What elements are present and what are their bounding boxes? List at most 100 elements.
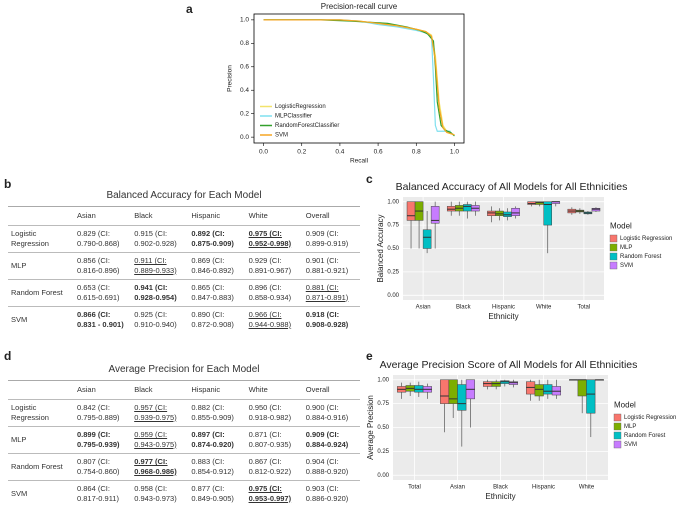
table-cell: 0.911 (CI: 0.889-0.933) — [134, 256, 177, 275]
table-cell: 0.966 (CI: 0.944-0.988) — [248, 310, 292, 329]
table-row: Random Forest 0.807 (CI: 0.754-0.860) 0.97… — [8, 453, 360, 480]
x-tick-label: 0.0 — [259, 149, 268, 156]
row-header: MLP — [11, 434, 27, 444]
legend-label: RandomForestClassifier — [275, 123, 339, 129]
x-tick-label: 0.2 — [297, 149, 306, 156]
table-cell: 0.842 (CI: 0.795-0.889) — [77, 403, 120, 422]
column-header: Asian — [77, 385, 96, 395]
table-row: MLP 0.856 (CI: 0.816-0.896) 0.911 (CI: 0.8… — [8, 252, 360, 279]
y-axis-label: Precision — [227, 65, 234, 92]
box — [457, 384, 467, 411]
table-cell: 0.829 (CI: 0.790-0.868) — [77, 229, 120, 248]
panel-label: e — [366, 349, 373, 363]
y-tick-label: 0.00 — [387, 293, 399, 299]
legend-swatch — [613, 413, 622, 422]
x-axis-label: Ethnicity — [488, 312, 518, 321]
table-title: Balanced Accuracy for Each Model — [8, 186, 360, 207]
table-cell: 0.865 (CI: 0.847-0.883) — [191, 283, 234, 302]
row-header: SVM — [11, 489, 28, 499]
row-header: Random Forest — [11, 287, 63, 297]
table-cell: 0.957 (CI: 0.939-0.975) — [134, 403, 177, 422]
x-tick-label: White — [579, 485, 595, 491]
x-tick-label: White — [536, 305, 552, 311]
y-tick-label: 1.00 — [387, 199, 399, 205]
y-tick-label: 0.25 — [387, 269, 399, 275]
table-body: Logistic Regression 0.829 (CI: 0.790-0.86… — [8, 225, 360, 333]
y-tick-label: 0.0 — [240, 134, 249, 141]
table-cell: 0.915 (CI: 0.902-0.928) — [134, 229, 177, 248]
x-tick-label: Hispanic — [532, 485, 555, 491]
box — [586, 379, 596, 414]
table-cell: 0.958 (CI: 0.943-0.973) — [134, 484, 177, 503]
table-body: Logistic Regression 0.842 (CI: 0.795-0.88… — [8, 399, 360, 507]
table-cell: 0.653 (CI: 0.615-0.691) — [77, 283, 120, 302]
table-cell: 0.882 (CI: 0.855-0.909) — [191, 403, 234, 422]
legend-swatch — [609, 252, 618, 261]
table-row: Logistic Regression 0.829 (CI: 0.790-0.86… — [8, 225, 360, 252]
legend-label: MLPClassifier — [275, 114, 312, 120]
column-header: White — [248, 211, 268, 221]
chart-title: Average Precision Score of All Models fo… — [380, 359, 638, 371]
row-header: MLP — [11, 260, 27, 270]
legend-label: Random Forest — [624, 433, 666, 439]
chart-title: Precision-recall curve — [321, 2, 398, 11]
table-cell: 0.909 (CI: 0.899-0.919) — [305, 229, 349, 248]
corner-cell — [8, 207, 74, 225]
y-tick-label: 0.6 — [240, 63, 249, 70]
legend-swatch — [613, 422, 622, 431]
table-panel: Balanced Accuracy for Each Model Asian Bla… — [8, 186, 360, 333]
box — [448, 379, 458, 404]
box — [406, 201, 416, 221]
legend-label: Logistic Regression — [620, 236, 672, 242]
table-cell: 0.899 (CI: 0.795-0.939) — [77, 430, 120, 449]
legend-label: MLP — [620, 245, 632, 251]
y-axis-label: Balanced Accuracy — [376, 214, 385, 282]
table-cell: 0.977 (CI: 0.968-0.986) — [134, 457, 177, 476]
table-row: MLP 0.899 (CI: 0.795-0.939) 0.959 (CI: 0.9… — [8, 426, 360, 453]
table-cell: 0.975 (CI: 0.952-0.998) — [248, 229, 292, 248]
y-tick-label: 0.75 — [377, 401, 389, 407]
x-axis-label: Recall — [350, 158, 369, 165]
column-header: Hispanic — [191, 211, 221, 221]
table-cell: 0.881 (CI: 0.871-0.891) — [305, 283, 349, 302]
x-tick-label: Hispanic — [492, 305, 515, 311]
x-tick-label: Total — [578, 305, 591, 311]
row-header: Logistic Regression — [11, 229, 49, 248]
table-cell: 0.918 (CI: 0.908-0.928) — [305, 310, 349, 329]
table-head: Asian Black Hispanic White Overall — [8, 207, 360, 225]
y-tick-label: 0.00 — [377, 473, 389, 479]
panel-label: c — [366, 172, 373, 186]
panel-label: a — [186, 2, 193, 16]
legend-swatch — [609, 261, 618, 270]
y-tick-label: 0.4 — [240, 87, 249, 94]
box — [543, 201, 552, 226]
table-cell: 0.871 (CI: 0.807-0.935) — [248, 430, 292, 449]
column-header: Hispanic — [191, 385, 221, 395]
table-cell: 0.975 (CI: 0.953-0.997) — [248, 484, 292, 503]
table-cell: 0.901 (CI: 0.881-0.921) — [305, 256, 349, 275]
legend-label: SVM — [620, 263, 633, 269]
y-tick-label: 0.2 — [240, 110, 249, 117]
row-header: Logistic Regression — [11, 403, 49, 422]
table-title: Average Precision for Each Model — [8, 360, 360, 381]
table-cell: 0.883 (CI: 0.854-0.912) — [191, 457, 234, 476]
box — [463, 204, 472, 212]
table-cell: 0.897 (CI: 0.874-0.920) — [191, 430, 234, 449]
y-axis-label: Average Precision — [366, 395, 375, 460]
legend-swatch — [609, 234, 618, 243]
x-tick-label: 1.0 — [450, 149, 459, 156]
legend-label: SVM — [624, 442, 637, 448]
x-tick-label: Total — [408, 485, 421, 491]
table: Asian Black Hispanic White Overall Logistic R… — [8, 207, 360, 333]
legend-label: SVM — [275, 133, 288, 139]
y-tick-label: 0.8 — [240, 40, 249, 47]
box — [422, 229, 432, 249]
x-tick-label: 0.6 — [374, 149, 383, 156]
legend-title: Model — [610, 222, 632, 231]
table-cell: 0.877 (CI: 0.849-0.905) — [191, 484, 234, 503]
table-cell: 0.959 (CI: 0.943-0.975) — [134, 430, 177, 449]
legend-title: Model — [614, 401, 636, 410]
x-axis-label: Ethnicity — [485, 492, 515, 501]
